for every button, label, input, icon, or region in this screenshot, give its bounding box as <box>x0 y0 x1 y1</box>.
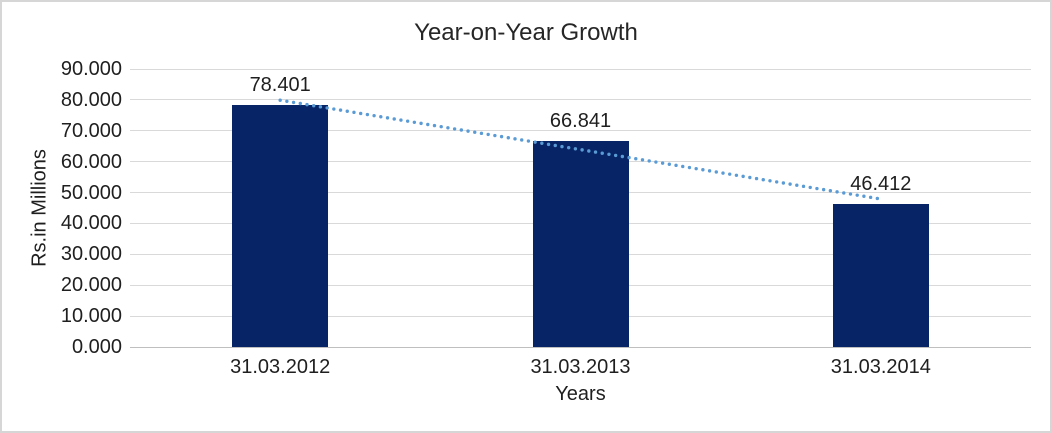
gridline <box>130 68 1031 70</box>
y-tick-label: 60.000 <box>60 150 122 173</box>
y-tick-label: 90.000 <box>60 58 122 80</box>
bar-31.03.2013 <box>532 140 629 347</box>
bar-31.03.2012 <box>232 104 329 347</box>
y-tick-label: 0.000 <box>71 336 122 358</box>
y-tick-label: 20.000 <box>60 274 122 297</box>
plot-area: 78.401 66.841 46.412 <box>130 68 1031 348</box>
gridline <box>130 130 1031 132</box>
x-tick-label: 31.03.2013 <box>530 356 631 378</box>
x-axis-title: Years <box>555 383 606 405</box>
x-tick-label: 31.03.2012 <box>230 356 331 378</box>
chart-title: Year-on-Year Growth <box>414 19 638 46</box>
data-label: 46.412 <box>850 172 912 195</box>
y-tick-label: 50.000 <box>60 181 122 204</box>
x-axis-line <box>130 346 1031 348</box>
y-tick-label: 10.000 <box>60 305 122 328</box>
y-tick-label: 40.000 <box>60 212 122 235</box>
trendline <box>278 98 883 201</box>
y-tick-label: 30.000 <box>60 243 122 266</box>
data-label: 66.841 <box>549 109 612 132</box>
data-label: 78.401 <box>249 73 311 96</box>
bar-31.03.2014 <box>832 203 929 347</box>
y-tick-label: 80.000 <box>60 88 122 111</box>
gridline <box>130 99 1031 101</box>
y-tick-label: 70.000 <box>60 119 122 142</box>
x-tick-label: 31.03.2014 <box>830 356 931 378</box>
